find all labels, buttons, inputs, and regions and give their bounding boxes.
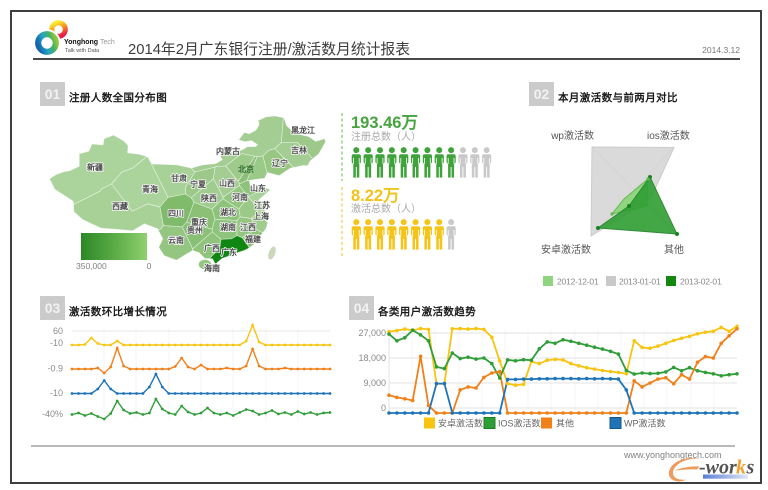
svg-text:-10: -10 [50,388,63,398]
svg-text:安卓激活数: 安卓激活数 [438,418,483,429]
svg-text:湖北: 湖北 [220,207,236,217]
svg-text:s: s [746,457,755,479]
svg-text:wp激活数: wp激活数 [550,129,594,142]
svg-text:广东: 广东 [221,247,237,257]
svg-text:黑龙江: 黑龙江 [291,125,315,135]
svg-text:上海: 上海 [253,211,269,221]
svg-text:安卓激活数: 安卓激活数 [541,243,591,256]
svg-text:350,000: 350,000 [76,261,107,271]
svg-text:陕西: 陕西 [201,193,217,203]
svg-text:新疆: 新疆 [87,162,103,172]
svg-text:青海: 青海 [142,184,158,194]
svg-text:海南: 海南 [204,263,220,273]
svg-text:0: 0 [147,261,152,271]
svg-text:-10: -10 [50,338,63,348]
svg-text:ios激活数: ios激活数 [647,129,690,142]
svg-text:-0.9: -0.9 [47,364,63,374]
svg-text:18,000: 18,000 [358,353,386,363]
svg-text:吉林: 吉林 [291,145,307,155]
svg-text:四川: 四川 [168,209,184,218]
svg-text:云南: 云南 [168,235,184,245]
svg-text:2013-02-01: 2013-02-01 [680,277,722,287]
svg-text:8.22万: 8.22万 [351,187,400,205]
svg-text:甘肃: 甘肃 [171,173,187,183]
svg-text:山西: 山西 [219,178,235,188]
svg-text:重庆: 重庆 [191,217,207,227]
svg-text:山东: 山东 [250,183,266,193]
svg-text:WP激活数: WP激活数 [624,418,666,429]
svg-text:注册总数（人）: 注册总数（人） [351,130,421,143]
svg-text:60: 60 [53,326,63,336]
svg-text:IOS激活数: IOS激活数 [498,418,541,429]
svg-text:北京: 北京 [238,164,254,174]
svg-text:内蒙古: 内蒙古 [216,146,240,156]
svg-text:江西: 江西 [240,222,256,232]
svg-text:其他: 其他 [556,418,574,429]
svg-text:激活总数（人）: 激活总数（人） [351,202,421,215]
svg-text:贵州: 贵州 [187,225,203,235]
svg-text:福建: 福建 [244,234,262,244]
svg-text:辽宁: 辽宁 [272,158,288,168]
svg-text:2013-01-01: 2013-01-01 [619,277,661,287]
svg-text:k: k [736,457,746,479]
svg-text:河南: 河南 [232,192,248,202]
svg-text:广西: 广西 [204,243,220,253]
svg-text:其他: 其他 [664,243,684,256]
svg-text:宁夏: 宁夏 [190,179,207,189]
svg-text:-40%: -40% [42,409,63,419]
svg-text:9,000: 9,000 [363,378,386,388]
svg-text:193.46万: 193.46万 [351,114,418,132]
svg-text:27,000: 27,000 [358,328,386,338]
svg-text:江苏: 江苏 [254,200,270,210]
svg-text:0: 0 [381,403,386,413]
svg-text:2012-12-01: 2012-12-01 [557,277,599,287]
svg-text:-wor: -wor [699,457,737,479]
svg-text:湖南: 湖南 [220,222,236,232]
svg-text:西藏: 西藏 [112,201,128,211]
